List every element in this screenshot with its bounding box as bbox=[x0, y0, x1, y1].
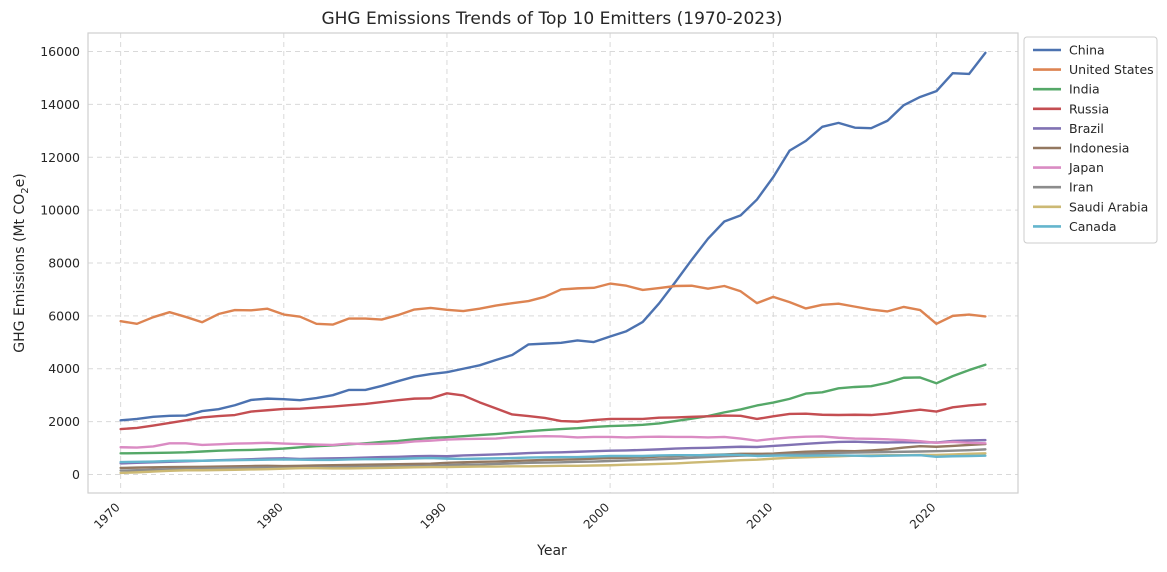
series-line-india bbox=[119, 363, 987, 455]
legend: China United States India Russia Brazil Indon… bbox=[1023, 36, 1158, 244]
legend-label-russia: Russia bbox=[1069, 101, 1109, 116]
legend-label-china: China bbox=[1069, 43, 1105, 58]
y-axis-label-subscript: 2 bbox=[20, 187, 31, 193]
series-line-canada bbox=[119, 453, 987, 464]
x-axis-label: Year bbox=[536, 543, 567, 559]
series-line-china bbox=[119, 51, 987, 422]
plot-frame bbox=[87, 32, 1019, 494]
series-line-united-states bbox=[119, 282, 987, 326]
legend-label-canada: Canada bbox=[1069, 219, 1117, 234]
y-tick-label: 10000 bbox=[40, 203, 80, 218]
series-line-japan bbox=[119, 434, 987, 449]
series-line-indonesia bbox=[119, 442, 987, 470]
legend-label-indonesia: Indonesia bbox=[1069, 141, 1129, 156]
y-axis-label-end: e) bbox=[12, 173, 28, 187]
y-tick-label: 0 bbox=[72, 467, 80, 482]
y-tick-label: 6000 bbox=[48, 308, 80, 323]
grid-layer bbox=[88, 33, 1018, 493]
y-tick-label: 16000 bbox=[40, 44, 80, 59]
series-layer bbox=[119, 51, 987, 475]
y-tick-label: 4000 bbox=[48, 361, 80, 376]
y-tick-label: 8000 bbox=[48, 256, 80, 271]
series-line-iran bbox=[119, 448, 987, 472]
legend-label-brazil: Brazil bbox=[1069, 121, 1104, 136]
legend-label-saudi-arabia: Saudi Arabia bbox=[1069, 199, 1148, 214]
y-tick-label: 14000 bbox=[40, 97, 80, 112]
legend-label-japan: Japan bbox=[1068, 160, 1104, 175]
y-axis-label: GHG Emissions (Mt CO2e) bbox=[12, 173, 31, 352]
legend-label-united-states: United States bbox=[1069, 62, 1154, 77]
y-tick-label: 2000 bbox=[48, 414, 80, 429]
legend-label-india: India bbox=[1069, 82, 1100, 97]
y-tick-label: 12000 bbox=[40, 150, 80, 165]
chart-title: GHG Emissions Trends of Top 10 Emitters … bbox=[321, 9, 782, 29]
y-axis-label-main: GHG Emissions (Mt CO bbox=[12, 194, 28, 353]
series-line-russia bbox=[119, 392, 987, 431]
legend-label-iran: Iran bbox=[1069, 180, 1093, 195]
